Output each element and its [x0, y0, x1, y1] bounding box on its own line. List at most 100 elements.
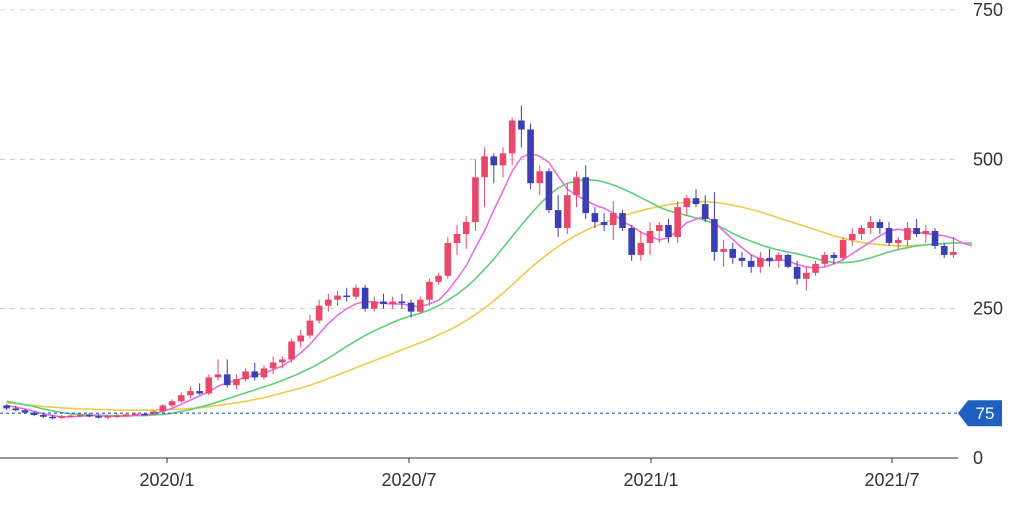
candle-body — [609, 213, 617, 226]
candle — [554, 195, 562, 237]
candle-body — [95, 416, 102, 418]
candle-body — [104, 416, 112, 418]
candle — [389, 296, 396, 309]
candle-body — [600, 222, 608, 226]
candle-body — [518, 120, 525, 130]
candle-body — [508, 120, 516, 154]
candle-body — [223, 374, 231, 386]
candle-body — [784, 254, 792, 267]
candle-body — [747, 260, 755, 267]
candle — [922, 225, 930, 243]
candle-body — [729, 248, 737, 258]
candle — [775, 251, 783, 269]
candle — [573, 171, 580, 208]
candle-body — [40, 414, 47, 417]
candle-body — [30, 412, 38, 415]
candle — [637, 231, 645, 261]
candle — [370, 296, 378, 312]
x-tick-label: 2021/1 — [623, 470, 678, 490]
candle-body — [315, 305, 323, 321]
candle — [361, 284, 369, 312]
candle-body — [187, 391, 194, 396]
candle-body — [775, 254, 783, 261]
candle-body — [950, 251, 957, 255]
candle-body — [214, 374, 222, 378]
candle-body — [288, 341, 295, 360]
candle-body — [637, 242, 645, 255]
candle — [738, 251, 746, 267]
candle — [536, 165, 544, 196]
candle — [701, 195, 709, 223]
candle-body — [582, 177, 590, 214]
candle-body — [389, 301, 396, 304]
candle — [30, 411, 38, 417]
candle-body — [867, 222, 874, 229]
candle — [692, 189, 700, 208]
candle-body — [370, 301, 378, 309]
candle-body — [812, 263, 819, 273]
candle — [49, 414, 56, 420]
candle-body — [499, 153, 507, 166]
candle-body — [67, 415, 75, 418]
candle — [527, 123, 534, 190]
candle — [793, 260, 801, 285]
candle — [131, 412, 139, 416]
candle — [334, 290, 341, 306]
candle — [913, 219, 920, 237]
candle — [426, 278, 433, 306]
candle — [297, 329, 305, 348]
candle — [784, 253, 792, 269]
x-tick-label: 2020/7 — [381, 470, 436, 490]
y-tick-label: 250 — [973, 299, 1003, 319]
candle-body — [76, 414, 84, 417]
candle-body — [490, 156, 498, 166]
candle — [821, 251, 829, 267]
candle-body — [131, 413, 139, 416]
candle — [444, 236, 452, 279]
candle-body — [885, 228, 893, 243]
candle — [380, 293, 387, 309]
candle — [3, 404, 10, 411]
candle — [591, 207, 599, 229]
candle — [223, 359, 231, 388]
candle — [398, 293, 406, 309]
candle — [950, 236, 957, 258]
candle — [508, 117, 516, 166]
candle-body — [793, 266, 801, 279]
candle-body — [931, 231, 939, 246]
candle-body — [453, 234, 461, 243]
candle — [830, 251, 838, 264]
candle-body — [269, 362, 277, 369]
candle — [251, 362, 259, 381]
y-tick-label: 0 — [973, 448, 983, 468]
candle — [416, 296, 424, 314]
candle — [150, 410, 157, 415]
candle — [499, 147, 507, 178]
candle-body — [646, 231, 654, 243]
candle — [655, 222, 663, 243]
candle-body — [297, 335, 305, 342]
candle — [711, 192, 718, 261]
candle-body — [233, 379, 240, 386]
candle-body — [821, 254, 829, 264]
candle-body — [398, 301, 406, 303]
ma-long-line — [6, 200, 972, 412]
candle — [453, 225, 461, 255]
candle-body — [3, 405, 10, 409]
candle — [76, 413, 84, 417]
candle-body — [12, 408, 20, 411]
candle-body — [573, 177, 580, 196]
candle-body — [655, 225, 663, 232]
candle — [619, 210, 626, 232]
candle — [242, 368, 249, 382]
candle — [904, 222, 911, 246]
candle-body — [113, 415, 121, 418]
candle — [518, 105, 525, 148]
candle-body — [628, 228, 635, 255]
candle — [187, 386, 194, 399]
candle — [269, 356, 277, 375]
candle — [545, 168, 553, 214]
y-tick-label: 500 — [973, 149, 1003, 169]
candle — [279, 356, 286, 369]
candle-body — [738, 257, 746, 261]
